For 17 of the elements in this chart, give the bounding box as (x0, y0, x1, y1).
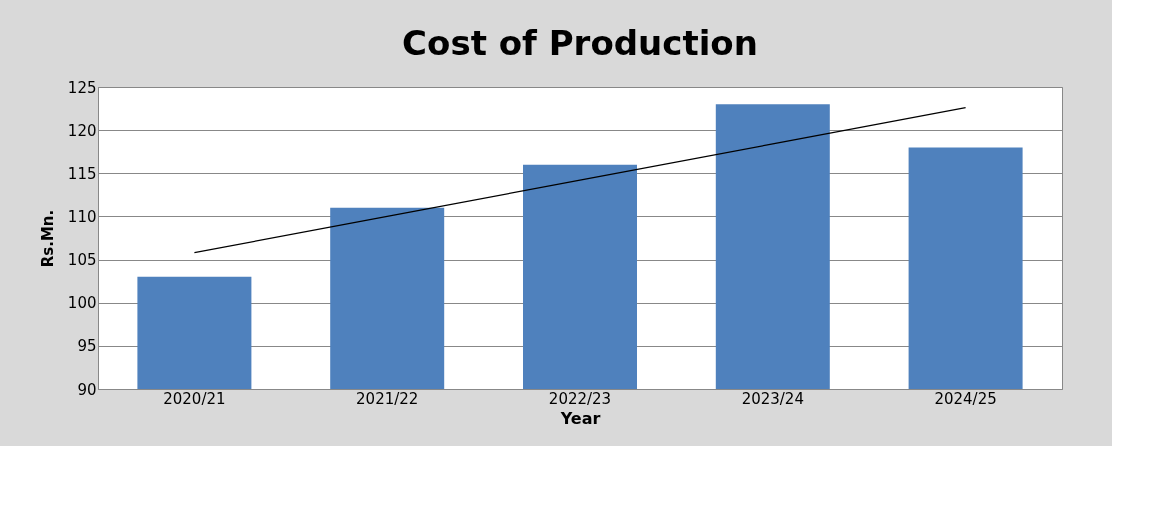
y-axis-title: Rs.Mn. (38, 209, 57, 268)
y-tick-label: 115 (67, 164, 97, 183)
y-tick-label: 105 (67, 251, 97, 270)
y-tick-label: 120 (67, 121, 97, 140)
x-tick-label: 2020/21 (163, 389, 226, 408)
y-tick-label: 100 (67, 294, 97, 313)
y-tick-label: 95 (77, 337, 97, 356)
line-series (193, 107, 967, 254)
x-tick-label: 2022/23 (548, 389, 612, 408)
chart-title: Cost of Production (402, 23, 758, 63)
y-tick-label: 125 (67, 78, 97, 97)
x-tick-label: 2023/24 (741, 389, 804, 408)
x-tick-label: 2024/25 (934, 389, 997, 408)
x-tick-label: 2021/22 (356, 389, 419, 408)
x-axis-title: Year (559, 408, 601, 428)
y-tick-label: 90 (77, 380, 97, 399)
y-tick-label: 110 (67, 207, 97, 226)
